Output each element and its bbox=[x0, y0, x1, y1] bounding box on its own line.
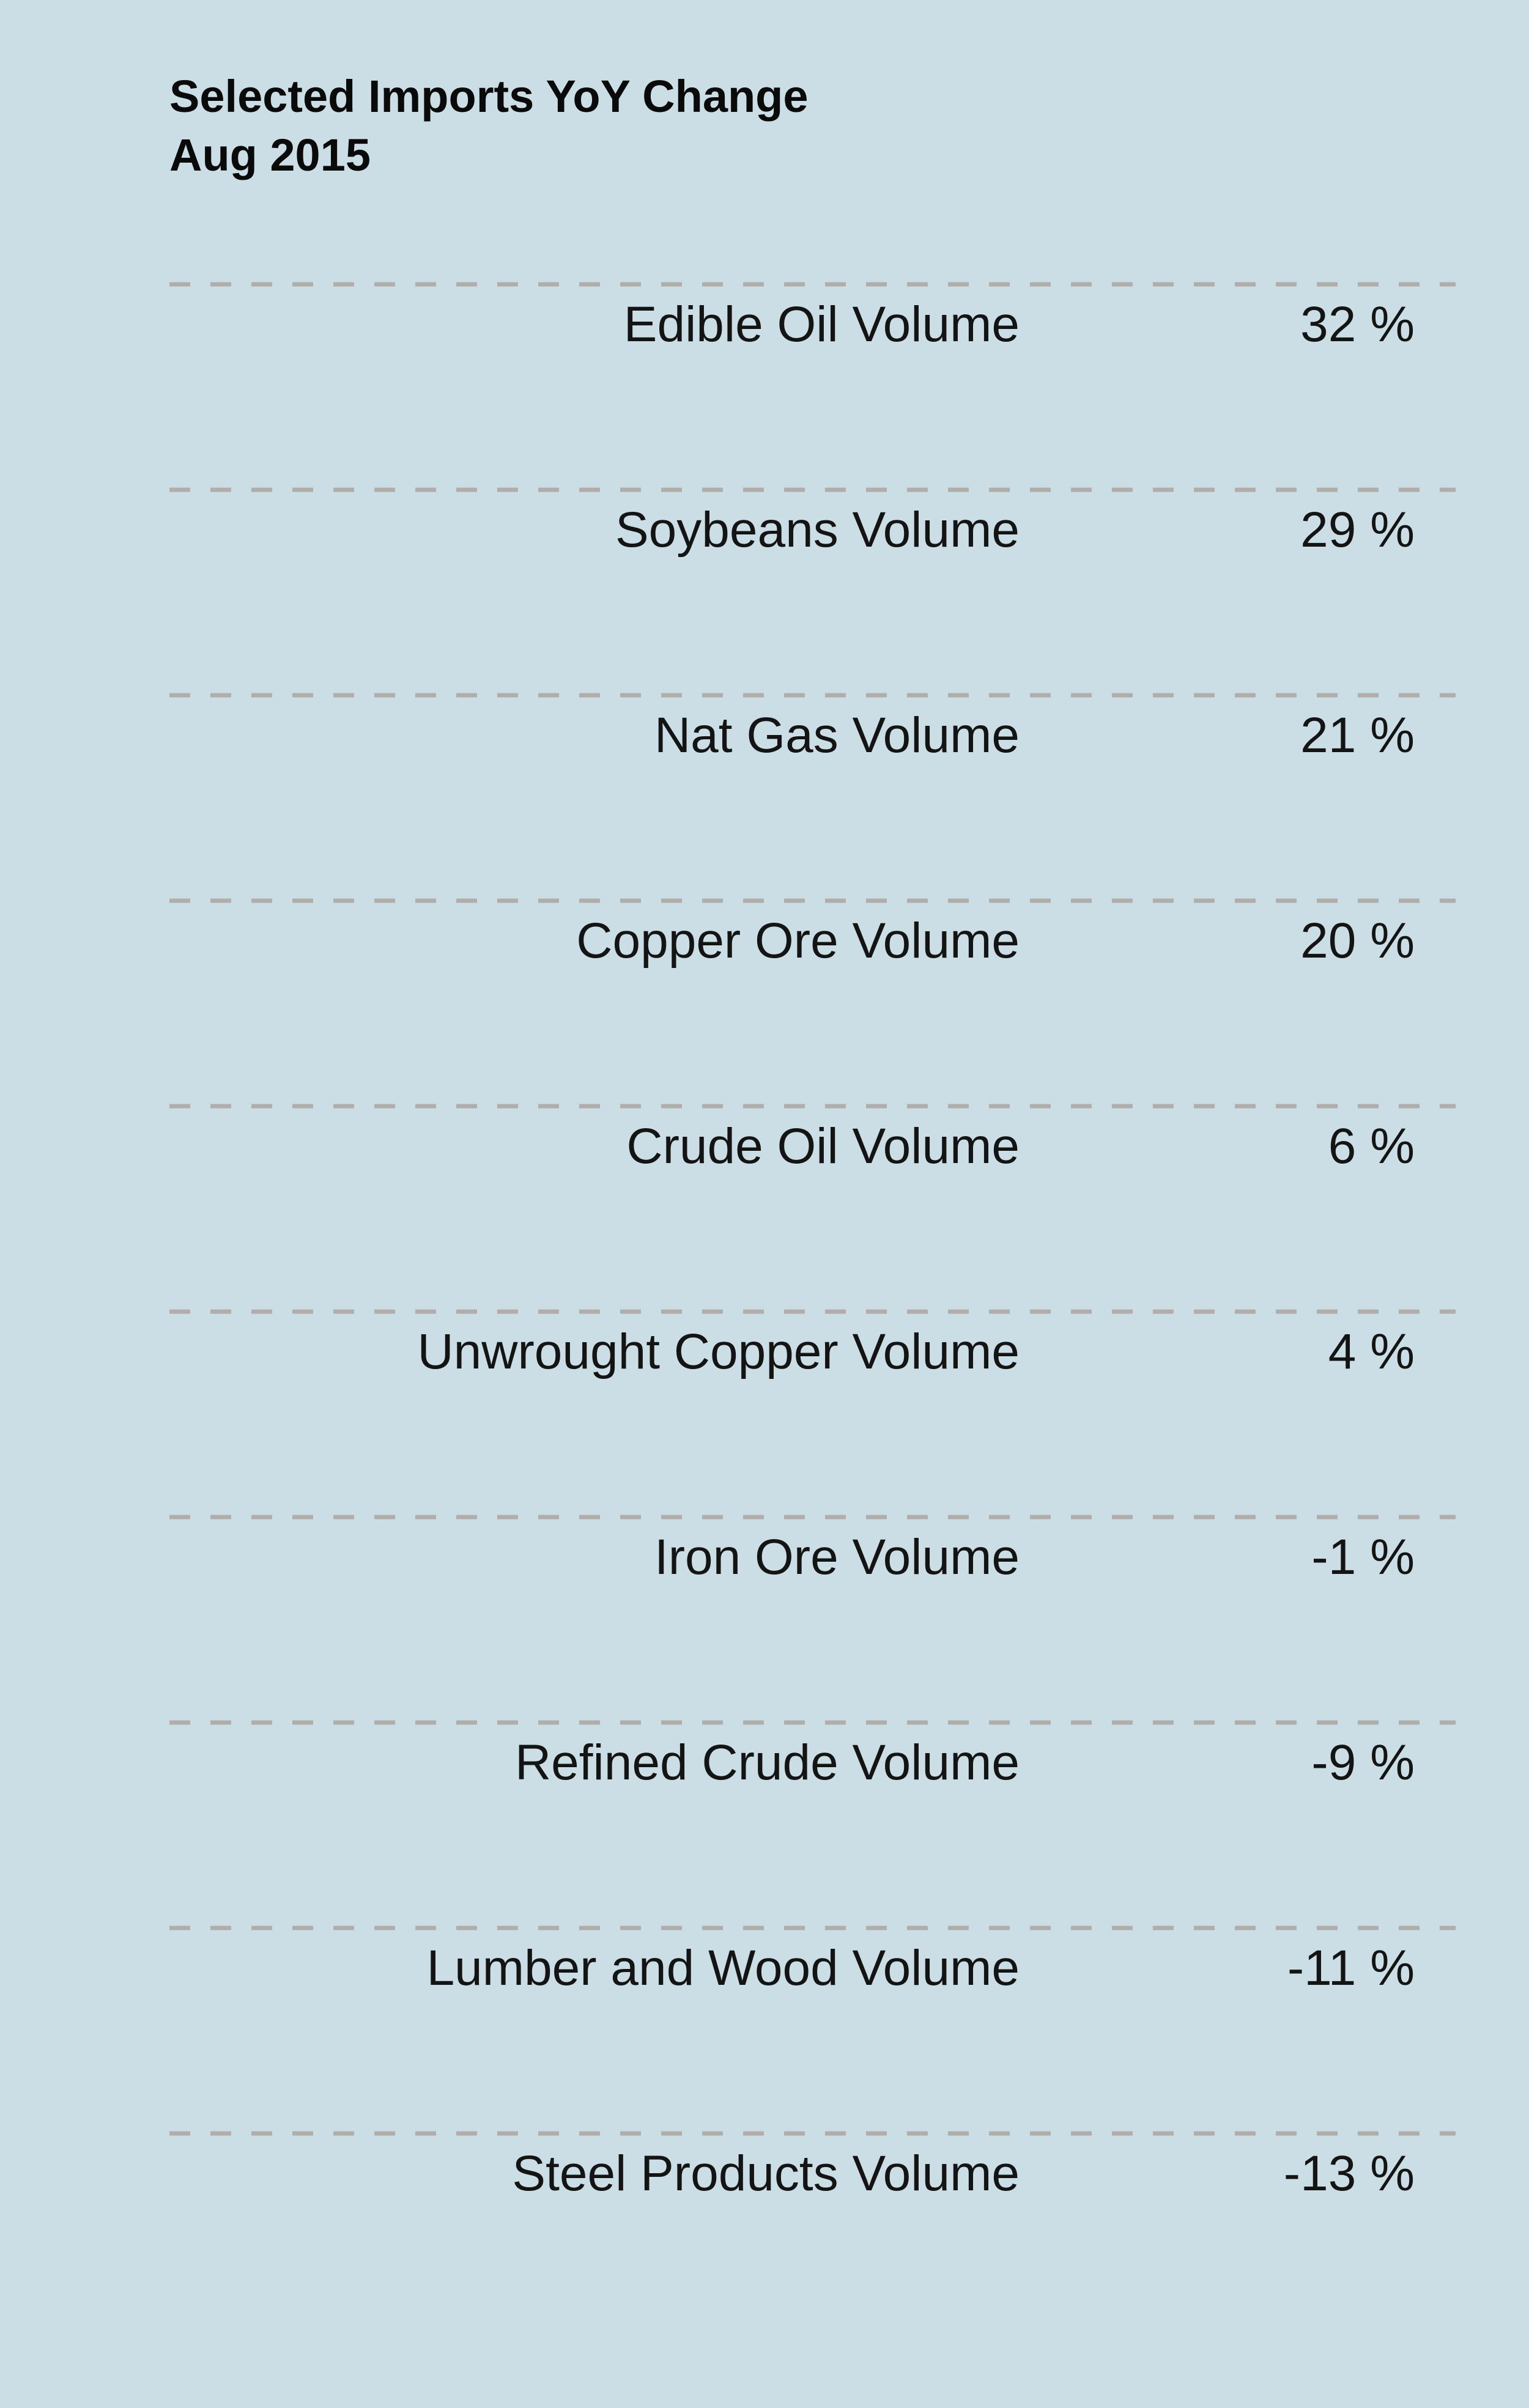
row-value: -11 % bbox=[1287, 1940, 1415, 1996]
row-value: -9 % bbox=[1311, 1735, 1415, 1790]
table-row: Iron Ore Volume -1 % bbox=[169, 1515, 1456, 1585]
row-value: 32 % bbox=[1300, 297, 1415, 352]
table-row: Refined Crude Volume -9 % bbox=[169, 1720, 1456, 1790]
chart-title: Selected Imports YoY Change Aug 2015 bbox=[169, 67, 809, 185]
row-value: -13 % bbox=[1284, 2146, 1415, 2201]
chart-title-line: Selected Imports YoY Change bbox=[169, 71, 809, 122]
table-row: Steel Products Volume -13 % bbox=[169, 2131, 1456, 2201]
row-value: 20 % bbox=[1300, 913, 1415, 969]
chart-subtitle: Aug 2015 bbox=[169, 130, 371, 180]
row-value: -1 % bbox=[1311, 1529, 1415, 1585]
table-row: Lumber and Wood Volume -11 % bbox=[169, 1926, 1456, 1996]
row-label: Steel Products Volume bbox=[512, 2146, 1020, 2201]
table-row: Crude Oil Volume 6 % bbox=[169, 1104, 1456, 1174]
row-label: Lumber and Wood Volume bbox=[427, 1940, 1020, 1996]
row-label: Iron Ore Volume bbox=[654, 1529, 1020, 1585]
row-label: Edible Oil Volume bbox=[624, 297, 1020, 352]
row-label: Refined Crude Volume bbox=[515, 1735, 1020, 1790]
row-label: Soybeans Volume bbox=[615, 502, 1020, 558]
table-row: Soybeans Volume 29 % bbox=[169, 487, 1456, 558]
row-label: Nat Gas Volume bbox=[654, 707, 1020, 763]
table-row: Edible Oil Volume 32 % bbox=[169, 282, 1456, 352]
row-value: 4 % bbox=[1328, 1324, 1415, 1379]
row-value: 6 % bbox=[1328, 1118, 1415, 1174]
table-row: Unwrought Copper Volume 4 % bbox=[169, 1309, 1456, 1379]
table-row: Copper Ore Volume 20 % bbox=[169, 898, 1456, 969]
row-label: Unwrought Copper Volume bbox=[417, 1324, 1020, 1379]
table-row: Nat Gas Volume 21 % bbox=[169, 693, 1456, 763]
row-label: Crude Oil Volume bbox=[626, 1118, 1020, 1174]
row-value: 29 % bbox=[1300, 502, 1415, 558]
row-label: Copper Ore Volume bbox=[576, 913, 1020, 969]
row-value: 21 % bbox=[1300, 707, 1415, 763]
